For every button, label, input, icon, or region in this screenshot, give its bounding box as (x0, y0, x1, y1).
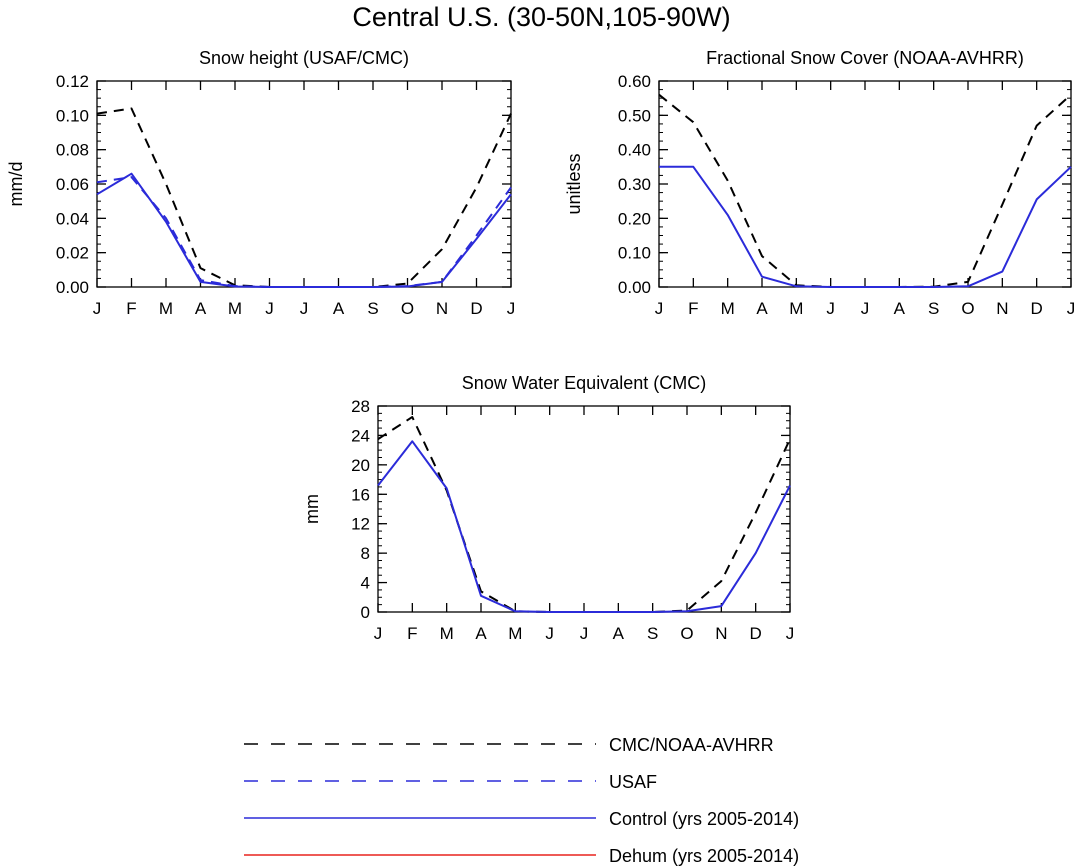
legend-label: CMC/NOAA-AVHRR (609, 735, 774, 755)
x-tick-label: N (436, 299, 448, 318)
x-tick-label: N (996, 299, 1008, 318)
x-tick-label: M (440, 624, 454, 643)
x-tick-label: J (861, 299, 870, 318)
y-tick-label: 8 (361, 544, 370, 563)
panel-title: Fractional Snow Cover (NOAA-AVHRR) (706, 48, 1024, 68)
x-tick-label: O (961, 299, 974, 318)
x-tick-label: J (786, 624, 795, 643)
x-tick-label: O (401, 299, 414, 318)
y-tick-label: 0.02 (56, 244, 89, 263)
figure-title: Central U.S. (30-50N,105-90W) (352, 2, 731, 32)
x-tick-label: J (265, 299, 274, 318)
x-tick-label: S (647, 624, 658, 643)
y-axis-label: mm (302, 494, 322, 524)
snow-height-panel: Snow height (USAF/CMC) mm/d 0.00 0.02 0.04 0.… (6, 48, 515, 318)
x-tick-label: F (407, 624, 417, 643)
x-tick-label: F (126, 299, 136, 318)
legend-label: Dehum (yrs 2005-2014) (609, 846, 799, 866)
y-tick-label: 0.30 (618, 175, 651, 194)
y-tick-label: 0.06 (56, 175, 89, 194)
series-line-cmc-noaa-avhrr (96, 107, 512, 288)
legend: CMC/NOAA-AVHRR USAF Control (yrs 2005-2014… (244, 735, 799, 866)
y-tick-label: 0.20 (618, 209, 651, 228)
x-tick-label: M (721, 299, 735, 318)
x-tick-label: M (228, 299, 242, 318)
x-tick-label: A (613, 624, 625, 643)
series-line-cmc-noaa-avhrr (377, 416, 791, 613)
x-tick-label: J (580, 624, 589, 643)
y-tick-label: 0 (361, 603, 370, 622)
x-tick-label: J (300, 299, 309, 318)
x-tick-label: S (367, 299, 378, 318)
plot-frame (96, 80, 512, 288)
y-tick-label: 0.08 (56, 141, 89, 160)
y-tick-label: 0.12 (56, 72, 89, 91)
x-tick-label: J (374, 624, 383, 643)
y-tick-label: 20 (351, 456, 370, 475)
x-tick-label: D (470, 299, 482, 318)
x-tick-label: D (750, 624, 762, 643)
y-tick-label: 0.10 (618, 244, 651, 263)
y-tick-label: 12 (351, 515, 370, 534)
legend-label: Control (yrs 2005-2014) (609, 809, 799, 829)
y-tick-label: 0.00 (618, 278, 651, 297)
swe-panel: Snow Water Equivalent (CMC) mm 0 4 8 12 16 20 24… (302, 373, 794, 643)
plot-frame (377, 405, 791, 613)
x-tick-label: N (715, 624, 727, 643)
x-tick-label: J (655, 299, 664, 318)
legend-label: USAF (609, 772, 657, 792)
x-tick-label: A (475, 624, 487, 643)
y-tick-label: 0.00 (56, 278, 89, 297)
x-tick-label: M (159, 299, 173, 318)
series-line-control-yrs-2005-2014 (659, 165, 1072, 288)
x-tick-label: J (507, 299, 516, 318)
x-tick-label: F (688, 299, 698, 318)
y-axis-label: mm/d (6, 162, 26, 207)
snow-cover-panel: Fractional Snow Cover (NOAA-AVHRR) unitle… (564, 48, 1075, 318)
x-tick-label: J (826, 299, 835, 318)
x-tick-label: J (1067, 299, 1076, 318)
x-tick-label: O (680, 624, 693, 643)
y-tick-label: 28 (351, 397, 370, 416)
y-tick-label: 0.04 (56, 209, 89, 228)
x-tick-label: A (756, 299, 768, 318)
y-axis-label: unitless (564, 153, 584, 214)
panel-title: Snow height (USAF/CMC) (199, 48, 409, 68)
x-tick-label: A (195, 299, 207, 318)
y-tick-label: 0.50 (618, 106, 651, 125)
panel-title: Snow Water Equivalent (CMC) (462, 373, 706, 393)
y-tick-label: 0.40 (618, 141, 651, 160)
series-line-control-yrs-2005-2014 (377, 440, 791, 613)
y-tick-label: 4 (361, 574, 370, 593)
x-tick-label: J (93, 299, 102, 318)
x-tick-label: A (894, 299, 906, 318)
x-tick-label: D (1031, 299, 1043, 318)
x-tick-label: A (333, 299, 345, 318)
y-tick-label: 0.10 (56, 106, 89, 125)
y-tick-label: 16 (351, 485, 370, 504)
y-tick-label: 24 (351, 426, 370, 445)
x-tick-label: J (545, 624, 554, 643)
x-tick-label: M (789, 299, 803, 318)
y-tick-label: 0.60 (618, 72, 651, 91)
x-tick-label: M (508, 624, 522, 643)
series-line-usaf (96, 176, 512, 288)
series-line-control-yrs-2005-2014 (96, 172, 512, 288)
x-tick-label: S (928, 299, 939, 318)
